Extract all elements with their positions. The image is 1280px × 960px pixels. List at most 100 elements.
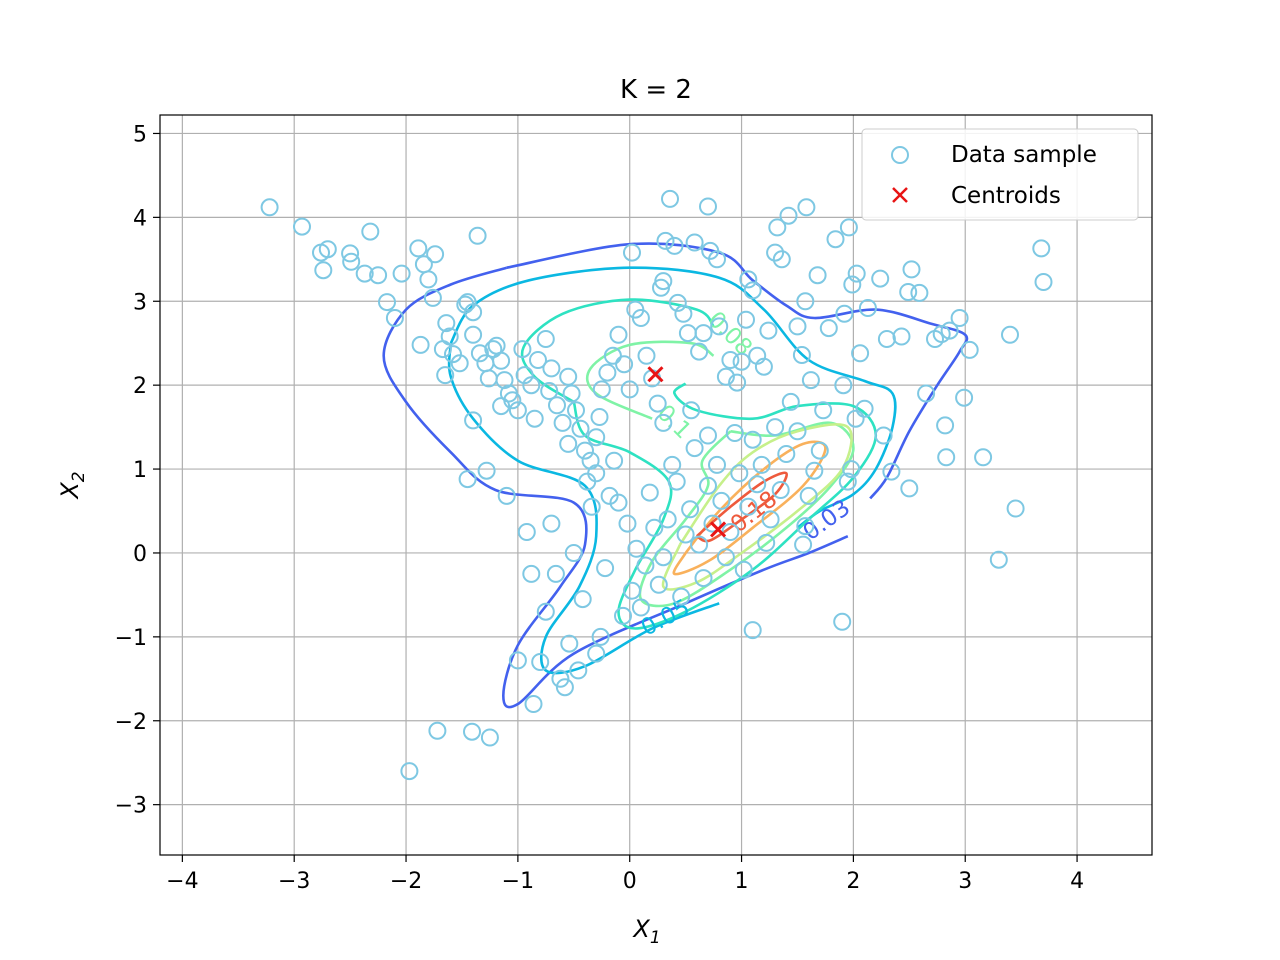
- data-sample-point: [645, 518, 664, 537]
- data-sample-point: [464, 303, 483, 322]
- data-sample-point: [788, 422, 807, 441]
- data-sample-point: [436, 366, 455, 385]
- data-sample-point: [293, 217, 311, 236]
- data-sample-point: [342, 252, 361, 271]
- data-sample-point: [882, 462, 901, 481]
- contour-line-0-05: [449, 266, 897, 529]
- data-sample-point: [748, 475, 767, 494]
- data-sample-point: [609, 325, 628, 344]
- data-sample-point: [598, 363, 617, 382]
- centroid-marker: [647, 366, 664, 383]
- data-sample-point: [871, 269, 890, 288]
- data-sample-point: [582, 497, 601, 516]
- data-sample-point: [936, 416, 955, 435]
- data-sample-point: [576, 441, 594, 460]
- data-sample-point: [450, 354, 469, 373]
- data-sample-point: [571, 419, 590, 438]
- y-axis-label-main: X: [56, 482, 84, 501]
- data-sample-point: [955, 388, 974, 407]
- data-sample-point: [648, 394, 667, 413]
- data-sample-point: [559, 367, 578, 386]
- data-sample-point: [737, 310, 755, 329]
- x-axis-label: X1: [631, 915, 660, 948]
- data-sample-point: [910, 283, 929, 302]
- data-sample-point: [361, 222, 380, 241]
- data-sample-point: [917, 384, 936, 403]
- data-sample-point: [590, 408, 609, 426]
- data-sample-point: [600, 486, 619, 505]
- data-sample-point: [732, 352, 751, 371]
- data-sample-point: [553, 413, 572, 432]
- y-axis-label-subscript: 2: [69, 471, 89, 482]
- data-sample-point: [587, 428, 606, 447]
- legend-marker-data-sample: [891, 146, 909, 164]
- legend: Data sample Centroids: [861, 128, 1139, 221]
- data-sample-point: [1032, 239, 1051, 258]
- data-sample-point: [668, 293, 687, 312]
- x-axis-label-subscript: 1: [650, 928, 661, 948]
- data-sample-point: [623, 581, 641, 600]
- data-sample-point: [542, 514, 561, 533]
- data-sample-point: [477, 461, 496, 480]
- y-tick-label: 1: [133, 458, 147, 483]
- x-tick-label: −2: [390, 869, 422, 894]
- data-sample-point: [562, 384, 581, 403]
- data-sample-point: [636, 556, 655, 575]
- data-sample-point: [858, 299, 877, 317]
- data-sample-point: [937, 448, 956, 467]
- x-tick-label: 2: [846, 869, 860, 894]
- chart-title: K = 2: [620, 75, 692, 105]
- data-sample-point: [699, 197, 717, 216]
- y-tick-label: 4: [133, 206, 147, 231]
- legend-box: [861, 128, 1139, 221]
- data-sample-point: [716, 367, 735, 386]
- data-sample-point: [797, 198, 816, 217]
- y-tick-label: 0: [133, 542, 147, 567]
- data-sample-point: [781, 392, 800, 411]
- data-sample-point: [654, 272, 673, 291]
- data-sample-point: [318, 240, 337, 259]
- data-sample-point: [517, 523, 536, 541]
- data-sample-point: [676, 525, 695, 544]
- data-sample-point: [708, 250, 726, 269]
- data-sample-point: [805, 461, 824, 480]
- data-sample-point: [846, 409, 865, 428]
- data-sample-point: [567, 401, 585, 420]
- data-sample-point: [522, 564, 541, 583]
- data-sample-point: [620, 380, 639, 399]
- data-sample-point: [835, 304, 854, 323]
- data-sample-point: [355, 264, 374, 283]
- data-sample-point: [739, 270, 758, 289]
- data-sample-point: [614, 606, 632, 625]
- x-tick-label: 3: [958, 869, 972, 894]
- data-sample-point: [721, 351, 740, 369]
- data-sample-point: [649, 575, 668, 594]
- centroid-stroke: [710, 521, 727, 538]
- data-sample-point: [458, 470, 477, 489]
- contour-line-0-03: [382, 266, 849, 709]
- data-sample-point: [542, 359, 561, 378]
- data-sample-point: [754, 357, 773, 376]
- data-sample-point: [627, 539, 646, 558]
- legend-label-centroids: Centroids: [951, 183, 1061, 209]
- data-sample-point: [341, 244, 360, 263]
- data-sample-point: [525, 409, 544, 428]
- data-sample-point: [392, 264, 411, 283]
- data-sample-point: [423, 288, 442, 307]
- data-sample-point: [708, 455, 726, 474]
- data-sample-point: [851, 344, 870, 363]
- x-tick-label: −4: [166, 869, 198, 894]
- data-sample-point: [658, 510, 677, 529]
- data-sample-point: [801, 371, 820, 390]
- data-sample-point: [458, 293, 477, 312]
- data-sample-point: [623, 243, 641, 262]
- data-sample-point: [260, 198, 279, 217]
- data-sample-point: [385, 309, 404, 327]
- data-sample-point: [799, 486, 818, 505]
- data-sample-point: [665, 236, 684, 255]
- data-sample-point: [667, 472, 686, 491]
- data-sample-point: [899, 283, 918, 301]
- data-sample-point: [555, 678, 574, 697]
- data-sample-point: [730, 464, 749, 483]
